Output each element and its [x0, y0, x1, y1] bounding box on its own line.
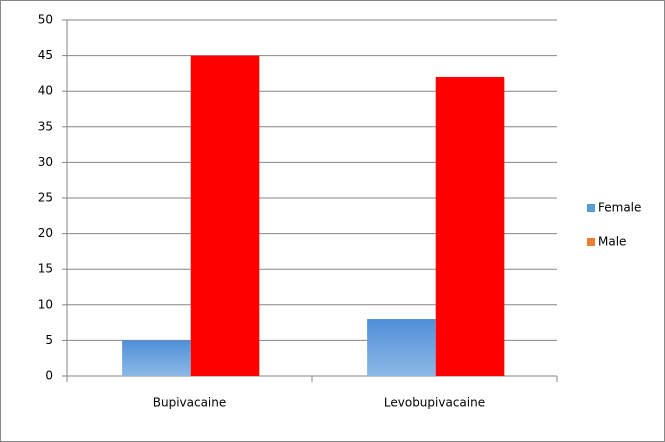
y-tick-label: 40 [38, 84, 53, 98]
y-tick-label: 30 [38, 155, 53, 169]
legend-label: Female [598, 201, 641, 215]
y-tick-label: 45 [38, 48, 53, 62]
y-tick-label: 35 [38, 119, 53, 133]
x-tick-label: Bupivacaine [153, 396, 227, 410]
bar [435, 76, 505, 377]
y-tick-label: 0 [45, 369, 53, 383]
y-tick-label: 10 [38, 297, 53, 311]
bar [122, 340, 191, 376]
y-tick-label: 20 [38, 226, 53, 240]
legend-swatch [587, 238, 595, 246]
y-tick-label: 50 [38, 13, 53, 27]
y-tick-label: 25 [38, 191, 53, 205]
x-tick-label: Levobupivacaine [384, 396, 485, 410]
legend-label: Male [598, 235, 626, 249]
bar [190, 55, 260, 376]
legend-swatch [587, 204, 595, 212]
y-tick-label: 15 [38, 262, 53, 276]
y-tick-label: 5 [45, 333, 53, 347]
bar [367, 319, 436, 376]
